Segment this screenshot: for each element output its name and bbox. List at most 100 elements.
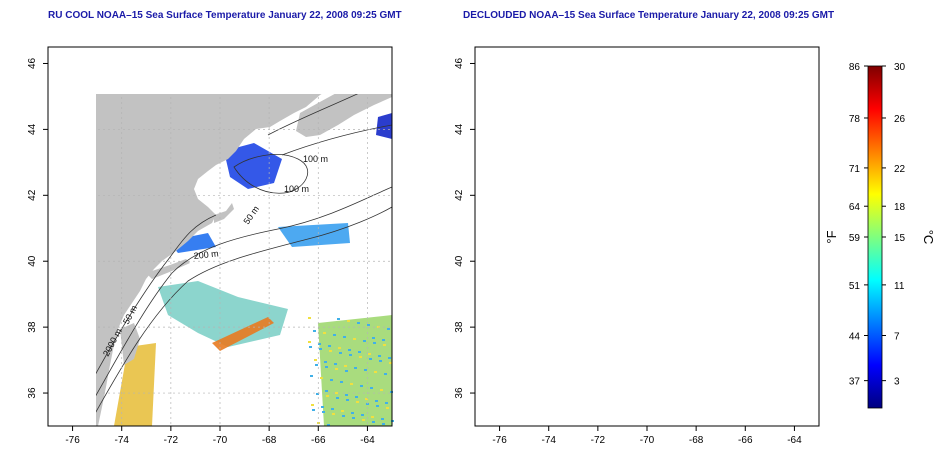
cloud-speckle bbox=[382, 423, 385, 425]
cloud-speckle bbox=[325, 390, 328, 392]
contour-label: 200 m bbox=[193, 248, 219, 261]
cloud-speckle bbox=[388, 357, 391, 359]
contour-label: 100 m bbox=[711, 184, 736, 194]
cloud-speckle bbox=[347, 320, 350, 322]
cloud-speckle bbox=[369, 358, 372, 360]
gulf-stream-warm-core bbox=[212, 317, 274, 351]
cloud-speckle bbox=[382, 339, 385, 341]
cloud-speckle bbox=[346, 399, 349, 401]
georges-shelf-water bbox=[705, 223, 777, 247]
cloud-speckle bbox=[326, 395, 329, 397]
gulf-stream-patch bbox=[659, 323, 691, 339]
x-tick-label: -72 bbox=[164, 435, 179, 446]
ocean bbox=[475, 47, 819, 426]
land-mass bbox=[214, 203, 234, 223]
fahrenheit-tick-label: 78 bbox=[849, 114, 861, 125]
fahrenheit-tick-label: 44 bbox=[849, 331, 861, 342]
x-tick-label: -74 bbox=[114, 435, 129, 446]
offshore-warm-patches bbox=[318, 315, 392, 426]
celsius-tick-label: 30 bbox=[894, 62, 906, 73]
right-map-title: DECLOUDED NOAA–15 Sea Surface Temperatur… bbox=[463, 10, 835, 21]
celsius-tick-label: 3 bbox=[894, 377, 900, 388]
y-tick-label: 42 bbox=[454, 189, 465, 201]
gulf-of-maine-cold-water bbox=[224, 143, 282, 189]
y-tick-label: 42 bbox=[27, 189, 38, 201]
celsius-tick-label: 26 bbox=[894, 114, 906, 125]
land-mass bbox=[641, 203, 661, 223]
cloud-speckle bbox=[335, 392, 338, 394]
contour-label: 50 m bbox=[668, 204, 688, 226]
nova-scotia-cold-water bbox=[803, 113, 819, 139]
land-mass bbox=[547, 323, 567, 365]
shelf-water bbox=[595, 233, 643, 253]
cloud-speckle bbox=[323, 332, 326, 334]
x-tick-label: -76 bbox=[65, 435, 80, 446]
celsius-tick-label: 11 bbox=[894, 281, 905, 292]
bathymetry-contour bbox=[267, 94, 359, 136]
cloud-speckle bbox=[329, 350, 332, 352]
x-tick-label: -74 bbox=[541, 435, 556, 446]
bathymetry-contour bbox=[96, 186, 393, 397]
land-mass bbox=[723, 75, 819, 137]
bathymetry-contour bbox=[709, 125, 819, 155]
fahrenheit-tick-label: 51 bbox=[849, 281, 861, 292]
cloud-speckle bbox=[385, 402, 388, 404]
land-mass bbox=[475, 47, 819, 426]
x-tick-label: -68 bbox=[689, 435, 704, 446]
fahrenheit-tick-label: 59 bbox=[849, 233, 861, 244]
temperature-colorbar: 86 78 71 64 59 51 44 37 30 26 22 18 15 11 7 3 °F °C bbox=[824, 62, 936, 409]
cloud-speckle bbox=[330, 379, 333, 381]
cloud-speckle bbox=[339, 352, 342, 354]
y-tick-label: 36 bbox=[27, 387, 38, 399]
cloud-speckle bbox=[316, 393, 319, 395]
cloud-speckle bbox=[381, 418, 384, 420]
cloud-speckle bbox=[336, 397, 339, 399]
cloud-speckle bbox=[352, 417, 355, 419]
cloud-speckle bbox=[327, 424, 330, 426]
cloud-speckle bbox=[335, 368, 338, 370]
cloud-speckle bbox=[389, 362, 392, 364]
cloud-speckle bbox=[308, 341, 311, 343]
celsius-axis-label: °C bbox=[921, 230, 936, 245]
cloud-speckle bbox=[309, 346, 312, 348]
cloud-speckle bbox=[361, 414, 364, 416]
cloud-speckle bbox=[386, 407, 389, 409]
y-tick-label: 36 bbox=[454, 387, 465, 399]
celsius-tick-label: 22 bbox=[894, 164, 906, 175]
cloud-speckle bbox=[362, 419, 365, 421]
cloud-speckle bbox=[387, 328, 390, 330]
y-tick-label: 46 bbox=[454, 57, 465, 69]
y-tick-label: 40 bbox=[454, 255, 465, 267]
x-tick-label: -64 bbox=[787, 435, 802, 446]
cloud-speckle bbox=[341, 410, 344, 412]
land-mass bbox=[96, 94, 322, 426]
cloud-speckle bbox=[355, 396, 358, 398]
cloud-speckle bbox=[315, 364, 318, 366]
cloud-speckle bbox=[357, 322, 360, 324]
cloud-speckle bbox=[365, 398, 368, 400]
bathymetry-contour bbox=[515, 207, 819, 426]
land-mass bbox=[120, 323, 140, 365]
cloud-speckle bbox=[384, 373, 387, 375]
cloud-speckle bbox=[349, 354, 352, 356]
offshore-patch bbox=[701, 311, 733, 323]
colorbar-gradient bbox=[867, 65, 883, 409]
fahrenheit-tick-label: 37 bbox=[849, 377, 861, 388]
y-tick-label: 44 bbox=[27, 123, 38, 135]
cloud-speckle bbox=[321, 406, 324, 408]
y-tick-label: 38 bbox=[454, 321, 465, 333]
contour-label: 100 m bbox=[303, 154, 328, 164]
y-tick-label: 38 bbox=[27, 321, 38, 333]
cloud-speckle bbox=[312, 409, 315, 411]
cloud-speckle bbox=[319, 348, 322, 350]
contour-label: 100 m bbox=[730, 154, 755, 164]
x-tick-label: -76 bbox=[492, 435, 507, 446]
cloud-speckle bbox=[380, 389, 383, 391]
cloud-speckle bbox=[353, 338, 356, 340]
cloud-speckle bbox=[343, 336, 346, 338]
cloud-speckle bbox=[368, 353, 371, 355]
cloud-speckle bbox=[373, 342, 376, 344]
x-tick-label: -66 bbox=[311, 435, 326, 446]
cloud-speckle bbox=[344, 365, 347, 367]
